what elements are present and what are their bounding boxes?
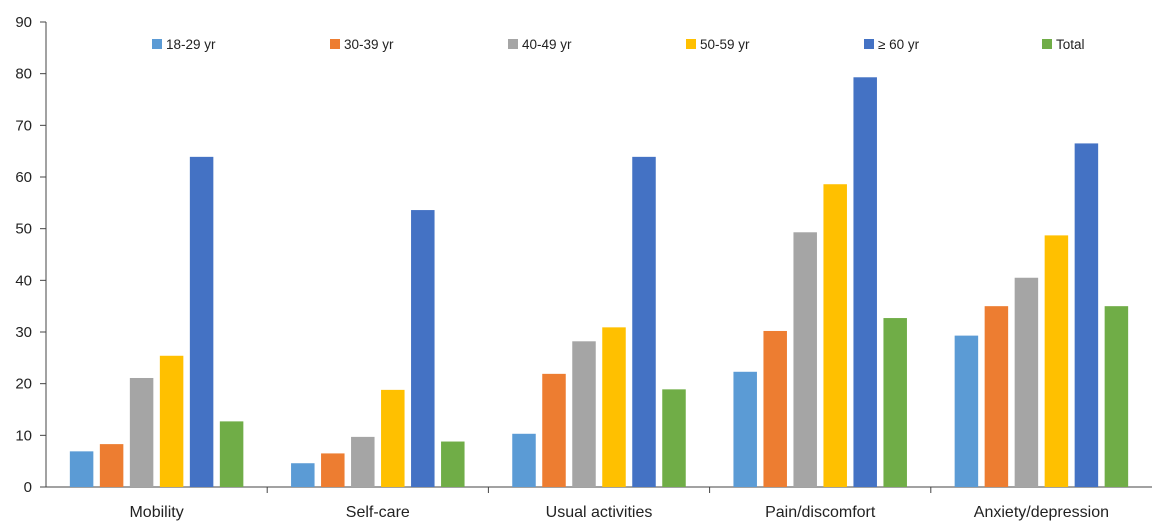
legend-swatch (864, 39, 874, 49)
y-tick-label: 10 (15, 427, 32, 444)
x-category-label: Self-care (346, 504, 410, 521)
legend-label: ≥ 60 yr (878, 37, 920, 52)
legend-swatch (686, 39, 696, 49)
bar (984, 306, 1009, 487)
bar (954, 335, 979, 487)
x-axis: Mobility Self-care Usual activities Pain/di… (46, 486, 1152, 521)
bar (1014, 277, 1039, 487)
bar (381, 389, 405, 487)
bar (441, 441, 465, 487)
y-tick-label: 60 (15, 169, 32, 186)
bars (69, 77, 1129, 488)
legend-label: Total (1056, 37, 1085, 52)
bar (572, 341, 596, 487)
bar (662, 389, 686, 487)
bar (351, 436, 375, 487)
x-category-label: Usual activities (546, 504, 653, 521)
bar (291, 463, 315, 487)
bar (512, 433, 536, 487)
y-tick-label: 70 (15, 117, 32, 134)
x-category-label: Pain/discomfort (765, 504, 876, 521)
y-tick-label: 0 (24, 479, 32, 496)
bar (189, 156, 214, 487)
bar (632, 156, 656, 487)
x-category-label: Anxiety/depression (974, 504, 1109, 521)
bar (321, 453, 345, 487)
bar (823, 184, 847, 487)
bar (542, 373, 566, 487)
legend-label: 40-49 yr (522, 37, 572, 52)
bar (129, 377, 154, 487)
bar (1104, 306, 1129, 487)
bar (411, 210, 435, 488)
legend: 18-29 yr 30-39 yr 40-49 yr 50-59 yr ≥ 60 yr T… (152, 37, 1085, 52)
legend-swatch (1042, 39, 1052, 49)
y-tick-label: 80 (15, 66, 32, 83)
bar (733, 371, 757, 487)
bar (1074, 143, 1099, 487)
bar (219, 421, 244, 487)
legend-swatch (330, 39, 340, 49)
legend-label: 30-39 yr (344, 37, 394, 52)
bar (883, 318, 907, 487)
y-tick-label: 20 (15, 376, 32, 393)
y-tick-label: 50 (15, 221, 32, 238)
y-tick-label: 40 (15, 272, 32, 289)
bar (69, 451, 94, 487)
bar (1044, 235, 1069, 487)
legend-label: 18-29 yr (166, 37, 216, 52)
legend-label: 50-59 yr (700, 37, 750, 52)
bar (602, 327, 626, 487)
y-axis: 0 10 20 30 40 50 60 70 80 90 (15, 14, 47, 496)
bar (99, 444, 124, 487)
legend-swatch (508, 39, 518, 49)
y-tick-label: 30 (15, 324, 32, 341)
y-tick-label: 90 (15, 14, 32, 31)
legend-swatch (152, 39, 162, 49)
bar (793, 232, 817, 487)
bar (763, 330, 787, 487)
x-category-label: Mobility (129, 504, 183, 521)
bar (853, 77, 877, 488)
bar (159, 355, 184, 487)
